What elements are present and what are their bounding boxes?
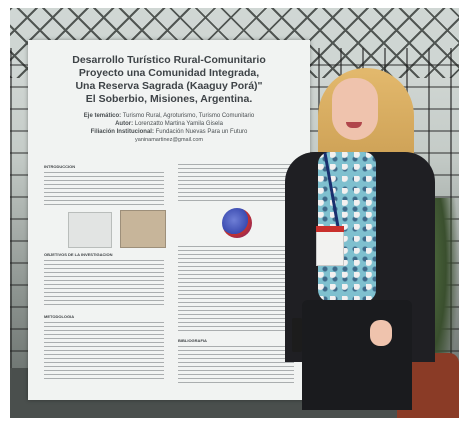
- results-text: [178, 246, 294, 332]
- section-metodologia: METODOLOGIA: [44, 314, 75, 319]
- poster-email: yaninamartinez@gmail.com: [135, 137, 203, 143]
- name-badge-stripe: [316, 226, 344, 232]
- person-face: [332, 78, 378, 140]
- person-hand: [370, 320, 392, 346]
- section-objetivos: OBJETIVOS DE LA INVESTIGACION: [44, 252, 113, 257]
- metodologia-text: [44, 322, 164, 382]
- phone-in-hand: [292, 318, 302, 352]
- autor-value: Lorenzatto Martina Yamila Gisela: [134, 121, 223, 127]
- right-column-text: [178, 164, 294, 204]
- poster-meta: Eje temático: Turismo Rural, Agroturismo…: [28, 112, 310, 144]
- section-bibliografia: BIBLIOGRAFIA: [178, 338, 207, 343]
- eje-line: Eje temático: Turismo Rural, Agroturismo…: [28, 112, 310, 120]
- eje-value: Turismo Rural, Agroturismo, Turismo Comu…: [122, 113, 255, 119]
- poster-title-line-1: Desarrollo Turístico Rural-Comunitario: [72, 54, 266, 66]
- filiacion-label: Filiación Institucional:: [90, 129, 154, 135]
- poster-title-line-4: El Soberbio, Misiones, Argentina.: [85, 93, 253, 105]
- poster-title-block: Desarrollo Turístico Rural-Comunitario P…: [28, 54, 310, 144]
- poster-title-line-3: Una Reserva Sagrada (Kaaguy Porá)": [75, 80, 263, 92]
- section-introduccion: INTRODUCCION: [44, 164, 76, 169]
- intro-text: [44, 172, 164, 206]
- map-figure-2: [120, 210, 166, 248]
- autor-label: Autor:: [115, 121, 134, 127]
- map-figure-1: [68, 212, 112, 248]
- name-badge: [316, 226, 344, 266]
- globe-figure: [222, 208, 252, 238]
- bibliografia-text: [178, 346, 294, 386]
- objetivos-text: [44, 260, 164, 306]
- poster-title-line-2: Proyecto una Comunidad Integrada,: [78, 67, 260, 79]
- eje-label: Eje temático:: [83, 113, 122, 119]
- person-pants: [302, 300, 412, 410]
- autor-line: Autor: Lorenzatto Martina Yamila Gisela: [28, 120, 310, 128]
- filiacion-value: Fundación Nuevas Para un Futuro: [155, 129, 248, 135]
- person-smile: [346, 122, 362, 128]
- research-poster: Desarrollo Turístico Rural-Comunitario P…: [28, 40, 310, 400]
- filiacion-line: Filiación Institucional: Fundación Nueva…: [28, 128, 310, 136]
